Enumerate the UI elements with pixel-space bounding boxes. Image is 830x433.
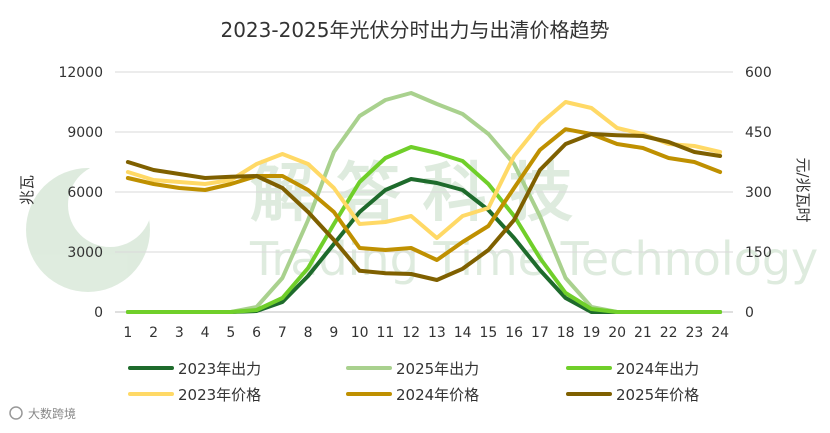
y-left-tick-labels: 0 3000 6000 9000 12000 xyxy=(58,65,103,321)
legend-label: 2023年出力 xyxy=(178,360,261,378)
x-tick-label: 15 xyxy=(479,325,497,341)
legend-label: 2023年价格 xyxy=(178,386,261,404)
x-tick-label: 4 xyxy=(201,325,210,341)
x-tick-label: 19 xyxy=(582,325,600,341)
y-right-tick-label: 0 xyxy=(745,305,754,321)
y-right-axis-title: 元/兆瓦时 xyxy=(794,157,812,222)
legend-label: 2024年出力 xyxy=(616,360,699,378)
x-tick-label: 21 xyxy=(634,325,652,341)
y-right-tick-label: 150 xyxy=(745,245,772,261)
chart-title: 2023-2025年光伏分时出力与出清价格趋势 xyxy=(220,18,609,42)
series-lines xyxy=(125,91,723,314)
x-tick-label: 20 xyxy=(608,325,626,341)
y-left-tick-label: 6000 xyxy=(67,185,103,201)
series-line-6 xyxy=(125,132,723,282)
x-tick-label: 11 xyxy=(376,325,394,341)
y-right-tick-labels: 0 150 300 450 600 xyxy=(745,65,772,321)
x-tick-label: 5 xyxy=(226,325,235,341)
y-left-tick-label: 3000 xyxy=(67,245,103,261)
x-tick-label: 23 xyxy=(685,325,703,341)
x-tick-label: 3 xyxy=(175,325,184,341)
x-tick-label: 14 xyxy=(454,325,472,341)
x-tick-label: 13 xyxy=(428,325,446,341)
x-tick-label: 10 xyxy=(351,325,369,341)
y-left-tick-label: 0 xyxy=(94,305,103,321)
x-tick-labels: 1 2 3 4 5 6 7 8 9 10 11 12 13 14 15 16 17 18 19 20 21 22 23 24 xyxy=(123,325,729,341)
x-tick-label: 8 xyxy=(304,325,313,341)
y-right-tick-label: 300 xyxy=(745,185,772,201)
series-line-5 xyxy=(125,127,723,262)
footer-mark: 大数跨境 xyxy=(9,406,76,421)
series-line-4 xyxy=(125,100,723,240)
legend: 2023年出力 2025年出力 2024年出力 2023年价格 2024年价格 2025年… xyxy=(128,360,699,404)
footer-mark-text: 大数跨境 xyxy=(28,406,76,421)
x-tick-label: 24 xyxy=(711,325,729,341)
x-tick-label: 2 xyxy=(149,325,158,341)
legend-label: 2024年价格 xyxy=(396,386,479,404)
y-left-tick-label: 12000 xyxy=(58,65,103,81)
x-tick-label: 12 xyxy=(402,325,420,341)
x-tick-label: 16 xyxy=(505,325,523,341)
series-line-3 xyxy=(125,145,723,314)
x-tick-label: 1 xyxy=(123,325,132,341)
legend-label: 2025年出力 xyxy=(396,360,479,378)
y-right-tick-label: 450 xyxy=(745,125,772,141)
legend-label: 2025年价格 xyxy=(616,386,699,404)
x-tick-label: 6 xyxy=(252,325,261,341)
x-tick-label: 22 xyxy=(660,325,678,341)
watermark-en-text: Trading Time Technology xyxy=(249,232,818,286)
watermark-logo-cutout xyxy=(68,163,152,247)
x-tick-label: 7 xyxy=(278,325,287,341)
x-tick-label: 18 xyxy=(557,325,575,341)
y-right-tick-label: 600 xyxy=(745,65,772,81)
watermark-cn-text: 解 答 科 技 xyxy=(250,157,573,231)
x-tick-label: 17 xyxy=(531,325,549,341)
y-left-tick-label: 9000 xyxy=(67,125,103,141)
x-tick-label: 9 xyxy=(329,325,338,341)
watermark-logo xyxy=(26,168,150,292)
y-left-axis-title: 兆瓦 xyxy=(18,175,36,205)
footer-logo-icon xyxy=(9,406,23,420)
